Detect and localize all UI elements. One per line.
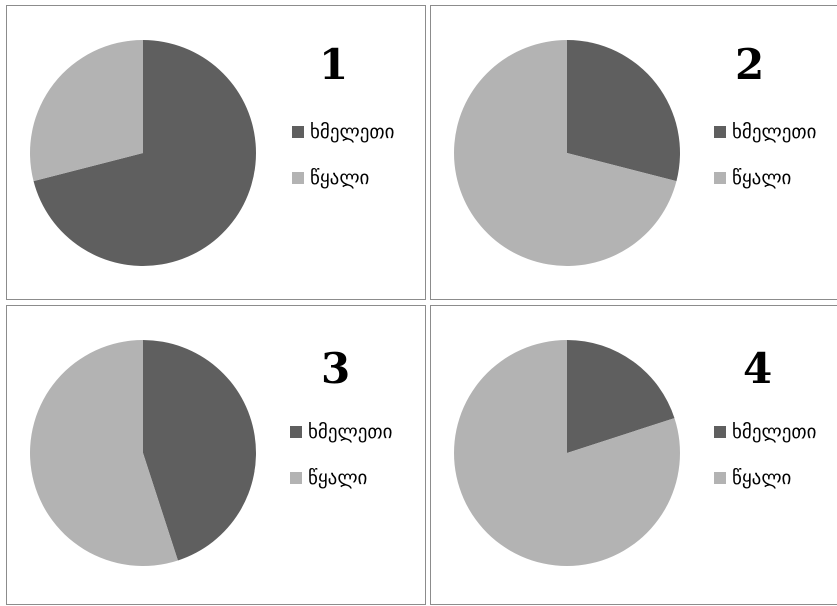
- legend-item-land: ხმელეთი: [714, 121, 816, 143]
- chart-title: 2: [735, 40, 765, 89]
- pie-slice-water: [30, 340, 178, 566]
- pie-slice-land: [567, 40, 680, 182]
- legend-label-land: ხმელეთი: [732, 421, 817, 443]
- pie-plot: [30, 340, 257, 566]
- legend: ხმელეთი წყალი: [290, 421, 392, 513]
- land-swatch: [290, 426, 302, 438]
- water-swatch: [292, 172, 304, 184]
- pie-chart-3: 3 ხმელეთი წყალი: [6, 305, 426, 605]
- water-swatch: [714, 472, 726, 484]
- pie-slice-land: [143, 340, 257, 561]
- legend-label-land: ხმელეთი: [308, 421, 393, 443]
- pie-slice-water: [454, 340, 681, 566]
- legend-item-land: ხმელეთი: [292, 121, 394, 143]
- legend: ხმელეთი წყალი: [292, 121, 394, 213]
- water-swatch: [714, 172, 726, 184]
- legend-label-water: წყალი: [732, 167, 792, 189]
- land-swatch: [714, 426, 726, 438]
- pie-plot: [30, 40, 257, 266]
- legend-item-water: წყალი: [714, 467, 816, 489]
- legend: ხმელეთი წყალი: [714, 121, 816, 213]
- pie-chart-2: 2 ხმელეთი წყალი: [430, 5, 837, 300]
- pie-plot: [454, 340, 681, 566]
- pie-chart-1: 1 ხმელეთი წყალი: [6, 5, 426, 300]
- pie-plot: [453, 40, 680, 266]
- legend-label-land: ხმელეთი: [732, 121, 817, 143]
- land-swatch: [292, 126, 304, 138]
- legend-item-water: წყალი: [292, 167, 394, 189]
- chart-title: 4: [743, 344, 773, 393]
- legend-item-land: ხმელეთი: [714, 421, 816, 443]
- legend-item-land: ხმელეთი: [290, 421, 392, 443]
- chart-title: 1: [319, 40, 349, 89]
- pie-slice-land: [33, 40, 257, 266]
- chart-title: 3: [321, 344, 351, 393]
- legend-label-water: წყალი: [308, 467, 368, 489]
- legend-label-land: ხმელეთი: [310, 121, 395, 143]
- legend-item-water: წყალი: [714, 167, 816, 189]
- pie-slice-land: [567, 340, 675, 453]
- legend-label-water: წყალი: [310, 167, 370, 189]
- pie-slice-water: [30, 40, 143, 182]
- legend: ხმელეთი წყალი: [714, 421, 816, 513]
- pie-slice-water: [453, 40, 677, 266]
- legend-item-water: წყალი: [290, 467, 392, 489]
- water-swatch: [290, 472, 302, 484]
- land-swatch: [714, 126, 726, 138]
- pie-chart-4: 4 ხმელეთი წყალი: [430, 305, 837, 605]
- legend-label-water: წყალი: [732, 467, 792, 489]
